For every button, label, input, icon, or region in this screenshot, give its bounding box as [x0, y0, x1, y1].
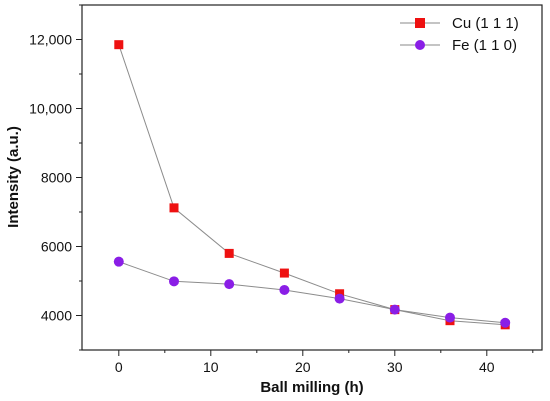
x-tick-label: 40 [479, 359, 495, 375]
legend: Cu (1 1 1) Fe (1 1 0) [400, 15, 519, 54]
data-point-cu [279, 268, 289, 278]
y-tick-label: 12,000 [29, 32, 72, 48]
series-line-1 [118, 261, 506, 324]
legend-marker-fe [415, 40, 425, 50]
data-point-fe [224, 279, 235, 290]
y-tick-label: 8000 [41, 170, 72, 186]
data-point-cu [114, 40, 124, 50]
plot-frame [81, 4, 543, 351]
data-point-fe [389, 304, 400, 315]
y-tick-label: 10,000 [29, 101, 72, 117]
legend-label-fe: Fe (1 1 0) [452, 37, 517, 54]
x-axis: 0 10 20 30 40 [115, 350, 534, 375]
y-axis-title: Intensity (a.u.) [5, 126, 22, 228]
y-axis: 4000 6000 8000 10,000 12,000 [29, 4, 82, 351]
legend-label-cu: Cu (1 1 1) [452, 15, 519, 32]
y-tick-label: 6000 [41, 239, 72, 255]
data-point-fe [500, 317, 511, 328]
series-line-0 [118, 44, 506, 326]
data-point-cu [169, 203, 179, 213]
y-tick-label: 4000 [41, 308, 72, 324]
data-point-cu [224, 248, 234, 258]
series-layer [113, 40, 511, 330]
legend-marker-cu [415, 18, 425, 28]
x-tick-label: 20 [295, 359, 311, 375]
x-axis-title: Ball milling (h) [260, 379, 363, 396]
data-point-fe [445, 312, 455, 323]
x-tick-label: 0 [115, 359, 123, 375]
data-point-fe [169, 276, 179, 287]
x-tick-label: 30 [387, 359, 403, 375]
data-point-fe [279, 284, 290, 295]
data-point-fe [334, 293, 345, 304]
x-tick-label: 10 [203, 359, 219, 375]
data-point-fe [113, 256, 124, 267]
